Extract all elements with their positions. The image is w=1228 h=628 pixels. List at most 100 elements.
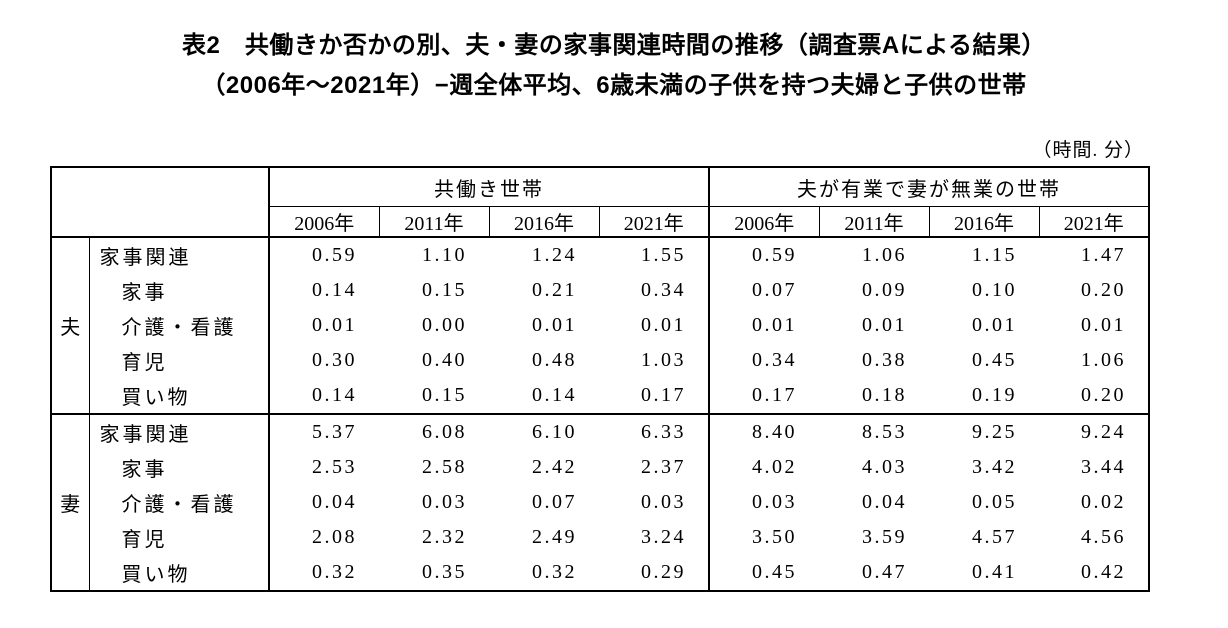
unit-label: （時間. 分） [1032,140,1144,161]
value-cell: 4.56 [1039,520,1149,555]
value-cell: 4.02 [708,450,819,485]
value-cell: 0.48 [489,343,599,378]
value-cell: 0.14 [269,378,379,414]
value-cell: 0.01 [708,308,819,343]
value-cell: 1.15 [929,236,1039,273]
category-label: 家事 [89,450,270,485]
value-cell: 2.32 [379,520,489,555]
value-cell: 0.59 [269,236,379,273]
value-cell: 0.01 [269,308,379,343]
value-cell: 0.15 [379,273,489,308]
year-header: 2016年 [488,206,599,238]
value-cell: 0.02 [1039,485,1149,520]
year-header: 2016年 [928,206,1039,238]
value-cell: 0.32 [269,555,379,591]
value-cell: 2.53 [269,450,379,485]
category-label: 育児 [89,343,270,378]
value-cell: 6.08 [379,413,489,450]
value-cell: 0.14 [489,378,599,414]
category-label: 家事 [89,273,270,308]
table-row: 家事 2.53 2.58 2.42 2.37 4.02 4.03 3.42 3.… [51,450,1149,485]
value-cell: 1.06 [1039,343,1149,378]
value-cell: 0.01 [929,308,1039,343]
person-label-husband: 夫 [51,236,90,414]
year-header: 2021年 [1038,206,1149,238]
table-title-line2: （2006年～2021年）−週全体平均、6歳未満の子供を持つ夫婦と子供の世帯 [201,72,1027,99]
value-cell: 0.32 [489,555,599,591]
value-cell: 0.14 [269,273,379,308]
value-cell: 0.40 [379,343,489,378]
year-header: 2021年 [598,206,709,238]
value-cell: 0.45 [708,555,819,591]
value-cell: 1.03 [599,343,709,378]
table-row: 育児 2.08 2.32 2.49 3.24 3.50 3.59 4.57 4.… [51,520,1149,555]
value-cell: 0.34 [599,273,709,308]
value-cell: 0.20 [1039,273,1149,308]
value-cell: 2.42 [489,450,599,485]
value-cell: 0.10 [929,273,1039,308]
person-label-wife: 妻 [51,413,90,591]
value-cell: 1.24 [489,236,599,273]
table-row: 育児 0.30 0.40 0.48 1.03 0.34 0.38 0.45 1.… [51,343,1149,378]
category-label: 家事関連 [89,236,270,273]
value-cell: 5.37 [269,413,379,450]
value-cell: 4.03 [819,450,929,485]
table-row: 妻 家事関連 5.37 6.08 6.10 6.33 8.40 8.53 9.2… [51,413,1149,591]
category-label: 買い物 [89,555,270,591]
year-header: 2011年 [818,206,929,238]
category-label: 買い物 [89,378,270,414]
value-cell: 3.42 [929,450,1039,485]
table-title: 表2 共働きか否かの別、夫・妻の家事関連時間の推移（調査票Aによる結果） （20… [0,26,1228,106]
stats-table: 共働き世帯 夫が有業で妻が無業の世帯 2006年 2011年 2016年 202… [50,166,1150,592]
value-cell: 0.19 [929,378,1039,414]
table-title-line1: 表2 共働きか否かの別、夫・妻の家事関連時間の推移（調査票Aによる結果） [182,32,1046,59]
value-cell: 0.34 [708,343,819,378]
corner-cell [51,167,270,237]
value-cell: 0.01 [1039,308,1149,343]
value-cell: 9.24 [1039,413,1149,450]
value-cell: 1.47 [1039,236,1149,273]
value-cell: 0.18 [819,378,929,414]
value-cell: 0.04 [269,485,379,520]
table-row: 家事 0.14 0.15 0.21 0.34 0.07 0.09 0.10 0.… [51,273,1149,308]
value-cell: 2.49 [489,520,599,555]
value-cell: 0.21 [489,273,599,308]
year-header: 2006年 [708,206,819,238]
value-cell: 2.08 [269,520,379,555]
year-header: 2011年 [378,206,489,238]
value-cell: 0.03 [708,485,819,520]
value-cell: 0.42 [1039,555,1149,591]
value-cell: 0.07 [489,485,599,520]
value-cell: 0.01 [599,308,709,343]
value-cell: 9.25 [929,413,1039,450]
value-cell: 0.30 [269,343,379,378]
value-cell: 0.35 [379,555,489,591]
table-row: 買い物 0.32 0.35 0.32 0.29 0.45 0.47 0.41 0… [51,555,1149,591]
value-cell: 0.29 [599,555,709,591]
value-cell: 2.37 [599,450,709,485]
value-cell: 8.53 [819,413,929,450]
category-label: 家事関連 [89,413,270,450]
value-cell: 0.04 [819,485,929,520]
table-row: 介護・看護 0.01 0.00 0.01 0.01 0.01 0.01 0.01… [51,308,1149,343]
value-cell: 0.01 [489,308,599,343]
group-header-dual-income: 共働き世帯 [268,167,709,207]
value-cell: 6.10 [489,413,599,450]
value-cell: 0.01 [819,308,929,343]
value-cell: 3.24 [599,520,709,555]
value-cell: 0.17 [599,378,709,414]
value-cell: 0.41 [929,555,1039,591]
value-cell: 0.09 [819,273,929,308]
value-cell: 6.33 [599,413,709,450]
value-cell: 8.40 [708,413,819,450]
value-cell: 0.03 [379,485,489,520]
value-cell: 4.57 [929,520,1039,555]
table-row: 介護・看護 0.04 0.03 0.07 0.03 0.03 0.04 0.05… [51,485,1149,520]
year-header: 2006年 [268,206,379,238]
value-cell: 0.07 [708,273,819,308]
value-cell: 0.03 [599,485,709,520]
value-cell: 3.44 [1039,450,1149,485]
value-cell: 3.50 [708,520,819,555]
group-header-row: 共働き世帯 夫が有業で妻が無業の世帯 [51,167,1149,237]
